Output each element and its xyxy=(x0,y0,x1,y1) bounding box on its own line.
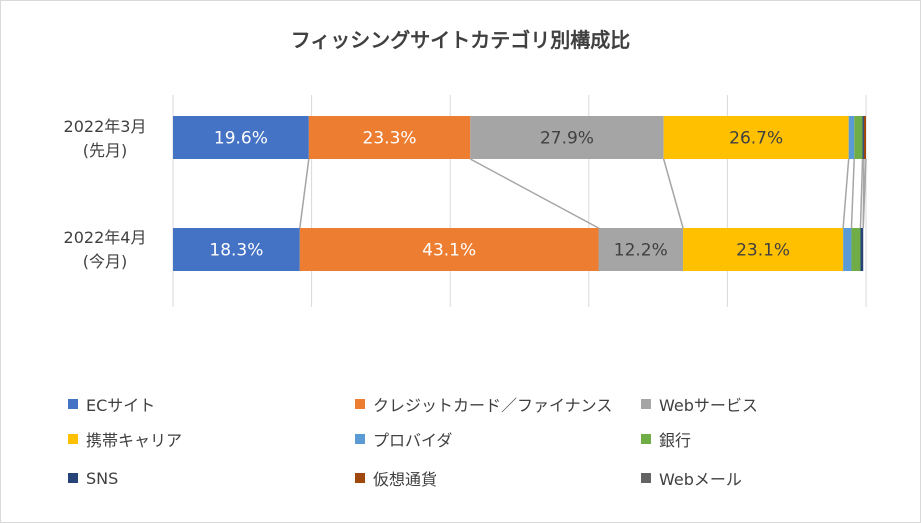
data-label-0-0: 19.6% xyxy=(214,129,268,149)
legend-swatch-4 xyxy=(355,434,365,444)
data-label-1-1: 43.1% xyxy=(422,241,476,261)
legend-label-6: SNS xyxy=(86,468,119,488)
data-label-0-2: 27.9% xyxy=(540,129,594,149)
series-line-3 xyxy=(842,158,850,229)
legend-swatch-7 xyxy=(355,473,365,483)
series-line-5 xyxy=(859,158,864,229)
data-label-1-3: 23.1% xyxy=(736,241,790,261)
data-label-0-3: 26.7% xyxy=(729,129,783,149)
series-line-4 xyxy=(850,158,855,229)
legend-swatch-0 xyxy=(68,399,78,409)
legend-item-0: ECサイト xyxy=(68,394,156,415)
bar-1-1 xyxy=(299,228,599,271)
data-label-1-2: 12.2% xyxy=(614,241,668,261)
legend-item-6: SNS xyxy=(68,468,118,488)
legend-swatch-2 xyxy=(641,399,651,409)
legend-label-1: クレジットカード／ファイナンス xyxy=(373,396,613,415)
legend-item-8: Webメール xyxy=(641,468,742,489)
chart-title: フィッシングサイトカテゴリ別構成比 xyxy=(290,28,631,52)
legend-swatch-8 xyxy=(641,473,651,483)
bar-0-7 xyxy=(863,116,866,159)
bar-0-4 xyxy=(848,116,855,159)
legend-item-7: 仮想通貨 xyxy=(355,468,438,489)
legend-swatch-5 xyxy=(641,434,651,444)
bar-0-3 xyxy=(663,116,849,159)
legend: ECサイト クレジットカード／ファイナンス Webサービス携帯キャリア プロバイダ 銀行… xyxy=(68,390,868,500)
series-line-0 xyxy=(299,158,310,229)
bar-1-5 xyxy=(851,228,861,271)
bar-1-2 xyxy=(598,228,684,271)
bar-0-6 xyxy=(862,116,864,159)
legend-item-2: Webサービス xyxy=(641,394,758,415)
category-label-apr: 2022年4月 (今月) xyxy=(30,226,180,274)
legend-label-7: 仮想通貨 xyxy=(373,470,438,489)
legend-swatch-1 xyxy=(355,399,365,409)
series-line-7 xyxy=(862,158,867,229)
category-label-apr-line2: (今月) xyxy=(82,252,128,271)
legend-item-3: 携帯キャリア xyxy=(68,429,183,450)
category-label-mar: 2022年3月 (先月) xyxy=(30,115,180,163)
bar-0-0 xyxy=(173,116,309,159)
category-label-mar-line2: (先月) xyxy=(82,141,128,160)
series-line-1 xyxy=(469,158,599,229)
legend-label-0: ECサイト xyxy=(86,396,156,415)
legend-label-5: 銀行 xyxy=(659,431,692,450)
bar-1-0 xyxy=(173,228,300,271)
bar-0-5 xyxy=(854,116,863,159)
data-label-0-1: 23.3% xyxy=(363,129,417,149)
bar-1-3 xyxy=(683,228,844,271)
bar-1-4 xyxy=(843,228,852,271)
legend-label-8: Webメール xyxy=(659,470,742,489)
bar-1-6 xyxy=(860,228,864,271)
legend-label-2: Webサービス xyxy=(659,396,758,415)
legend-label-4: プロバイダ xyxy=(373,431,453,450)
data-label-1-0: 18.3% xyxy=(209,241,263,261)
series-line-2 xyxy=(662,158,684,229)
legend-item-1: クレジットカード／ファイナンス xyxy=(355,394,613,415)
legend-label-3: 携帯キャリア xyxy=(86,431,183,450)
legend-swatch-3 xyxy=(68,434,78,444)
legend-swatch-6 xyxy=(68,473,78,483)
category-label-mar-line1: 2022年3月 xyxy=(63,117,147,136)
legend-item-5: 銀行 xyxy=(641,429,692,450)
category-label-apr-line1: 2022年4月 xyxy=(63,228,147,247)
bar-0-1 xyxy=(308,116,471,159)
legend-item-4: プロバイダ xyxy=(355,429,453,450)
bar-0-2 xyxy=(470,116,664,159)
